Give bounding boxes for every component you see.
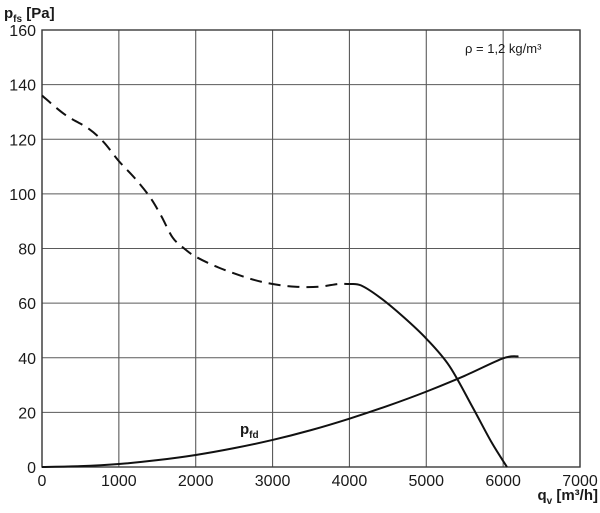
series-label-sub: fd — [249, 430, 258, 441]
x-tick-label: 2000 — [178, 473, 214, 490]
pfd-curve — [41, 355, 519, 468]
y-tick-label: 60 — [18, 296, 36, 313]
x-tick-label: 5000 — [408, 473, 444, 490]
x-tick-labels: 0 1000 2000 3000 4000 5000 6000 7000 — [38, 473, 598, 490]
series-label-main: p — [240, 421, 249, 438]
y-tick-label: 120 — [9, 132, 36, 149]
y-axis-title-sub: fs — [13, 14, 22, 25]
x-axis-title: qv [m³/h] — [537, 487, 598, 507]
y-tick-label: 160 — [9, 23, 36, 40]
x-tick-label: 3000 — [255, 473, 291, 490]
y-axis-title-main: p — [4, 5, 13, 22]
y-tick-label: 20 — [18, 405, 36, 422]
y-tick-labels: 0 20 40 60 80 100 120 140 160 — [9, 23, 36, 477]
curves — [41, 94, 519, 468]
y-tick-label: 80 — [18, 242, 36, 259]
x-tick-label: 4000 — [332, 473, 368, 490]
grid — [41, 29, 581, 468]
y-tick-label: 0 — [27, 460, 36, 477]
y-axis-title: pfs [Pa] — [4, 5, 55, 25]
y-axis-title-unit: [Pa] — [22, 5, 55, 22]
plot-area-frame — [41, 29, 581, 468]
density-annotation: ρ = 1,2 kg/m³ — [465, 41, 542, 56]
x-tick-label: 7000 — [562, 473, 598, 490]
y-tick-label: 40 — [18, 351, 36, 368]
series-label-pfd: pfd — [240, 421, 259, 441]
x-axis-title-main: q — [537, 487, 546, 504]
x-tick-label: 0 — [38, 473, 47, 490]
pfs-curve-solid — [349, 282, 508, 468]
x-axis-title-sub: v — [547, 496, 553, 507]
y-tick-label: 140 — [9, 78, 36, 95]
x-tick-label: 6000 — [485, 473, 521, 490]
y-tick-label: 100 — [9, 187, 36, 204]
x-tick-label: 1000 — [101, 473, 137, 490]
x-axis-title-unit: [m³/h] — [552, 487, 598, 504]
pfs-curve-dashed — [41, 94, 350, 289]
